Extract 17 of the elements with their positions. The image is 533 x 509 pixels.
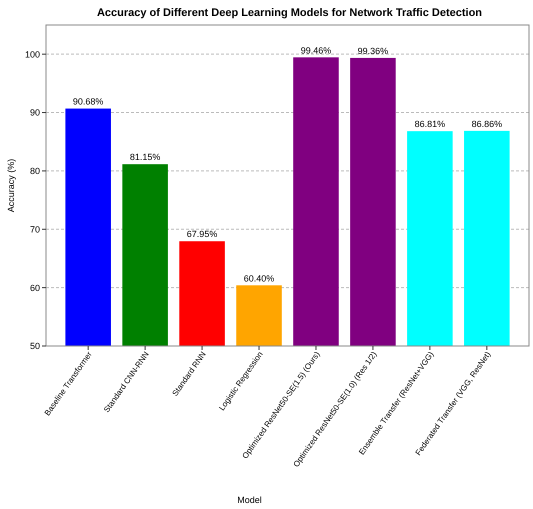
data-label: 99.36% — [358, 46, 388, 56]
y-axis-title: Accuracy (%) — [6, 158, 16, 212]
y-tick-label: 100 — [24, 49, 40, 60]
y-tick-label: 70 — [30, 224, 40, 234]
y-tick-label: 60 — [30, 282, 40, 293]
data-label: 67.95% — [186, 229, 218, 240]
y-tick-label: 80 — [30, 166, 40, 176]
chart-title: Accuracy of Different Deep Learning Models for Network Traffic Detection — [96, 7, 482, 19]
data-label: 81.15% — [130, 152, 160, 162]
x-axis-title: Model — [237, 495, 262, 505]
y-tick-label: 50 — [30, 341, 40, 352]
data-label: 60.40% — [244, 273, 274, 284]
data-label: 86.81% — [414, 119, 446, 130]
data-label: 90.68% — [72, 96, 104, 107]
data-label: 86.86% — [472, 118, 502, 129]
y-tick-label: 90 — [30, 108, 40, 118]
data-label: 99.46% — [300, 45, 332, 56]
